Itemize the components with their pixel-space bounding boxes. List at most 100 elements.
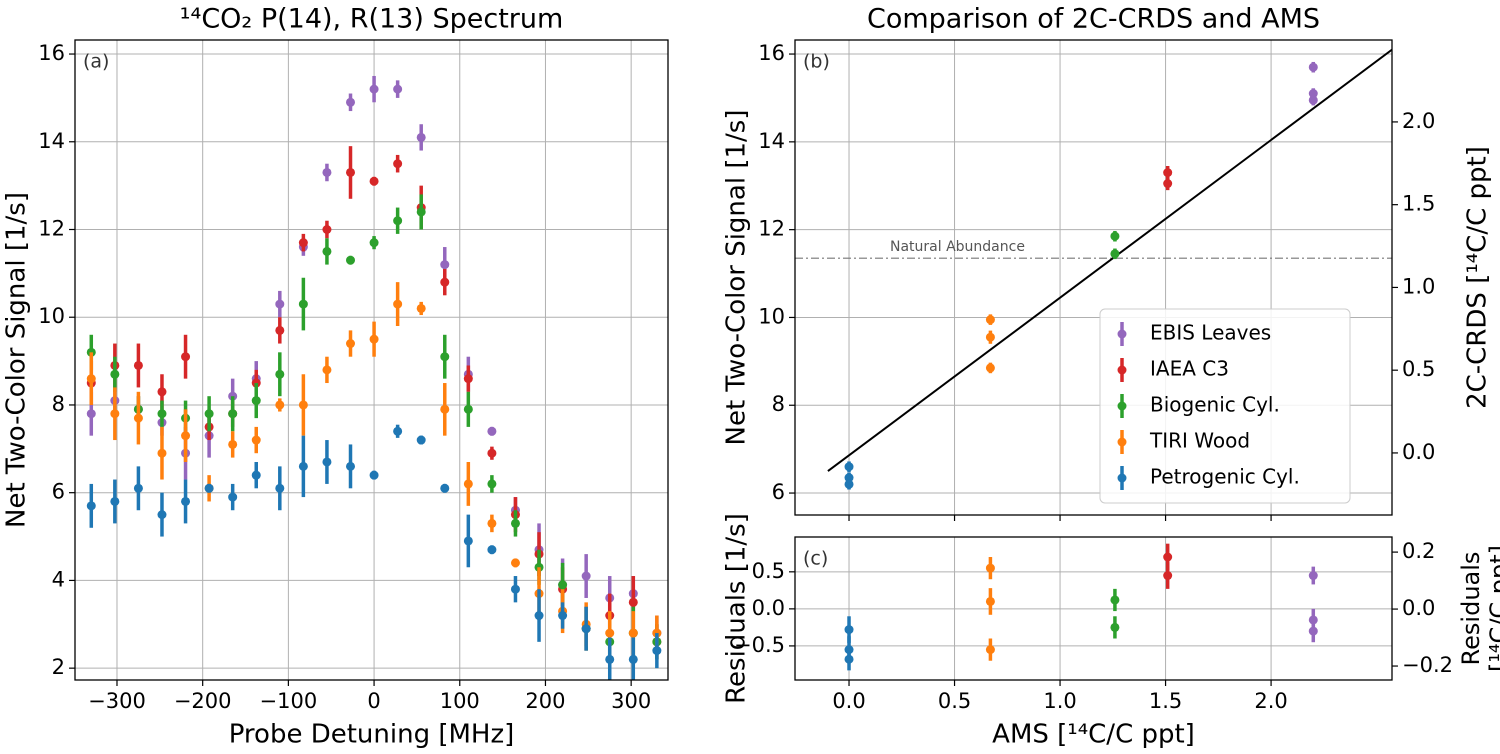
point <box>463 536 473 546</box>
axes-frame <box>794 39 1393 516</box>
point <box>298 299 308 309</box>
point <box>985 315 995 325</box>
point <box>393 299 403 309</box>
legend-label: Biogenic Cyl. <box>1150 393 1280 417</box>
point <box>157 448 167 458</box>
point <box>581 624 591 634</box>
point <box>605 654 615 664</box>
point <box>463 404 473 414</box>
y-tick-label: 12 <box>758 217 785 241</box>
legend-label: EBIS Leaves <box>1150 321 1271 345</box>
y2-tick-label: 1.5 <box>1402 192 1435 216</box>
point <box>275 325 285 335</box>
y2-tick-label: 2.0 <box>1402 109 1435 133</box>
point <box>844 462 854 472</box>
point <box>440 483 450 493</box>
point <box>416 435 426 445</box>
legend-box <box>1099 308 1351 504</box>
y-tick-label: 0.0 <box>752 596 785 620</box>
axes-frame <box>74 39 669 681</box>
point <box>1110 622 1120 632</box>
point <box>251 470 261 480</box>
point <box>133 413 143 423</box>
legend-marker <box>1117 401 1127 411</box>
point <box>369 470 379 480</box>
point <box>652 646 662 656</box>
x-tick-label: 2.0 <box>1254 689 1287 713</box>
y-tick-label: 10 <box>38 304 65 328</box>
y2-tick-label: 0.0 <box>1402 596 1435 620</box>
x-tick-label: 300 <box>611 689 651 713</box>
point <box>86 409 96 419</box>
y-axis-label: Net Two-Color Signal [1/s] <box>722 110 752 446</box>
point <box>844 625 854 635</box>
point <box>1163 552 1173 562</box>
y-tick-label: −0.5 <box>734 633 785 657</box>
point <box>1308 571 1318 581</box>
series <box>1163 165 1173 191</box>
point <box>204 483 214 493</box>
point <box>1308 95 1318 105</box>
point <box>204 409 214 419</box>
point <box>86 501 96 511</box>
point <box>157 409 167 419</box>
chart-title: Comparison of 2C-CRDS and AMS <box>867 4 1320 35</box>
point <box>133 360 143 370</box>
panel-label: (b) <box>803 51 830 73</box>
point <box>346 167 356 177</box>
point <box>346 97 356 107</box>
point <box>440 277 450 287</box>
point <box>416 303 426 313</box>
series <box>1110 588 1120 639</box>
point <box>844 654 854 664</box>
point <box>393 159 403 169</box>
axes-frame <box>794 536 1393 681</box>
point <box>628 654 638 664</box>
point <box>1110 231 1120 241</box>
point <box>440 352 450 362</box>
point <box>605 628 615 638</box>
y2-axis-label: Residuals <box>1457 552 1485 666</box>
x-tick-label: 0.0 <box>832 689 865 713</box>
series <box>1110 230 1120 260</box>
legend-label: TIRI Wood <box>1149 429 1250 453</box>
point <box>181 431 191 441</box>
point <box>181 352 191 362</box>
point <box>487 479 497 489</box>
x-axis-label: AMS [¹⁴C/C ppt] <box>992 720 1195 750</box>
point <box>534 611 544 621</box>
y2-tick-label: −0.2 <box>1402 653 1453 677</box>
reference-label: Natural Abundance <box>890 239 1025 255</box>
point <box>322 224 332 234</box>
point <box>558 580 568 590</box>
point <box>369 334 379 344</box>
y-tick-label: 6 <box>772 480 785 504</box>
y2-tick-label: 0.0 <box>1402 440 1435 464</box>
point <box>346 461 356 471</box>
x-tick-label: 1.0 <box>1043 689 1076 713</box>
series <box>1163 543 1173 589</box>
legend-label: Petrogenic Cyl. <box>1150 465 1300 489</box>
series <box>1308 566 1318 643</box>
y-tick-label: 4 <box>52 567 65 591</box>
x-tick-label: 200 <box>525 689 565 713</box>
y2-tick-label: 1.0 <box>1402 274 1435 298</box>
point <box>157 387 167 397</box>
point <box>440 404 450 414</box>
point <box>1110 595 1120 605</box>
point <box>416 132 426 142</box>
legend-marker <box>1117 473 1127 483</box>
x-tick-label: −100 <box>260 689 318 713</box>
y-tick-label: 0.5 <box>752 559 785 583</box>
point <box>1163 571 1173 581</box>
y-axis-label: Net Two-Color Signal [1/s] <box>2 192 32 528</box>
series <box>86 424 662 680</box>
chart-title: ¹⁴CO₂ P(14), R(13) Spectrum <box>180 4 564 35</box>
x-tick-label: −300 <box>88 689 146 713</box>
point <box>463 374 473 384</box>
y-tick-label: 8 <box>772 392 785 416</box>
legend-marker <box>1117 365 1127 375</box>
point <box>1110 249 1120 259</box>
point <box>346 339 356 349</box>
